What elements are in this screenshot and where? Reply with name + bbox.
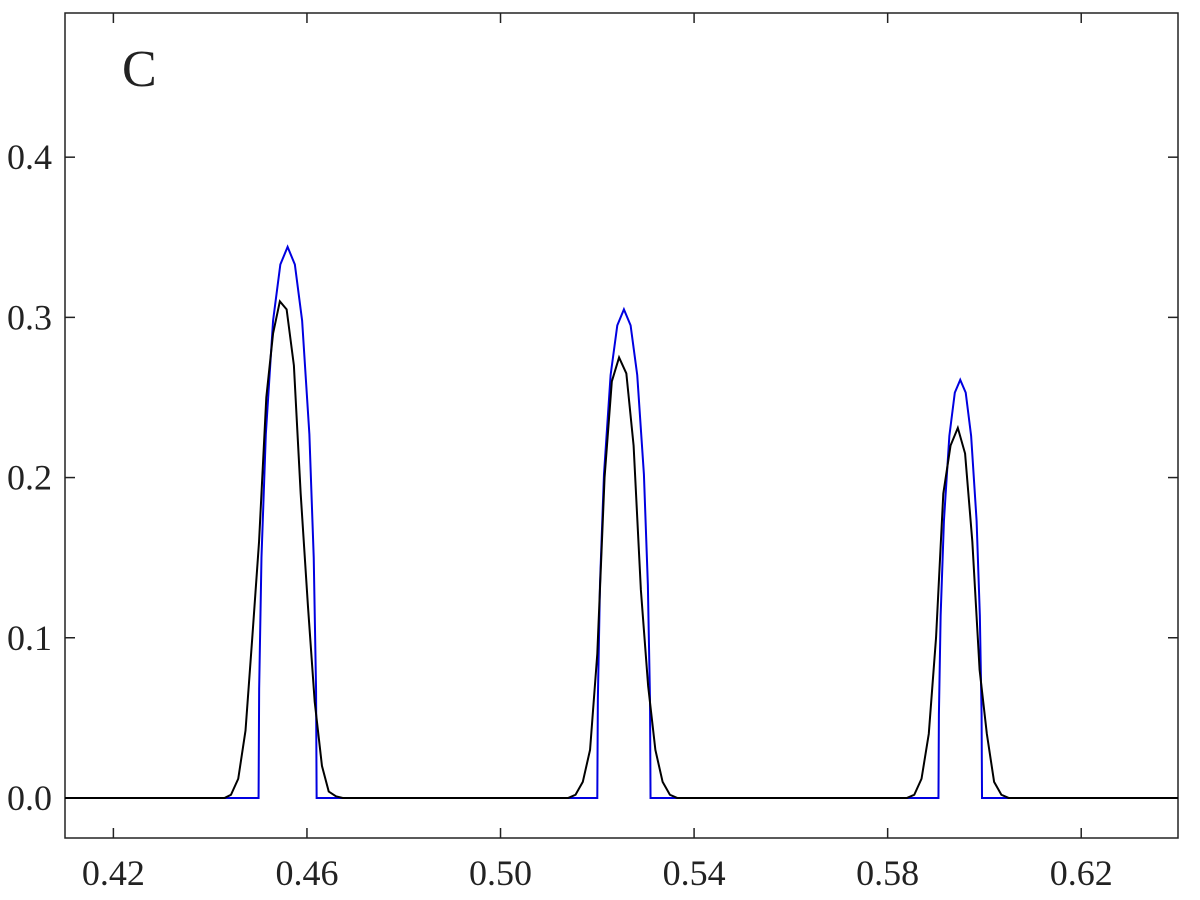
y-tick-label: 0.3 — [7, 297, 52, 337]
panel-label: C — [122, 41, 157, 98]
x-tick-label: 0.46 — [275, 853, 338, 893]
x-tick-label: 0.50 — [469, 853, 532, 893]
x-tick-label: 0.58 — [856, 853, 919, 893]
x-tick-label: 0.42 — [82, 853, 145, 893]
plot-frame — [64, 12, 1179, 839]
y-tick-label: 0.2 — [7, 458, 52, 498]
x-tick-label: 0.62 — [1050, 853, 1113, 893]
y-tick-label: 0.1 — [7, 618, 52, 658]
y-tick-label: 0.4 — [7, 137, 52, 177]
series-line — [65, 299, 1178, 799]
y-tick-label: 0.0 — [7, 778, 52, 818]
x-tick-label: 0.54 — [663, 853, 726, 893]
series-line — [65, 244, 1178, 799]
